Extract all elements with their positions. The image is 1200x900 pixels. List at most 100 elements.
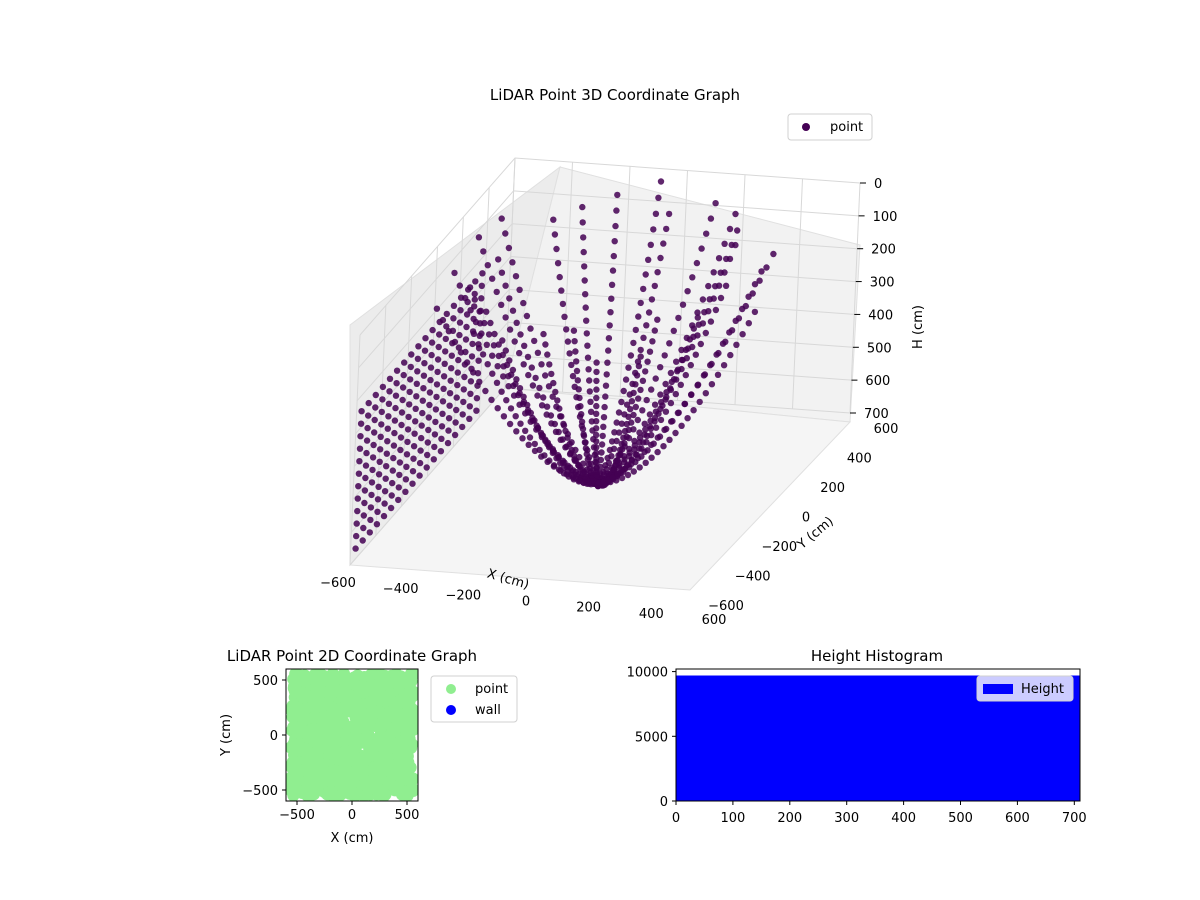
point-3d (547, 412, 555, 419)
point-3d (727, 351, 734, 359)
point-3d (637, 386, 644, 394)
point-3d (365, 399, 372, 407)
point-2d (287, 779, 299, 792)
point-3d (420, 372, 428, 379)
point-3d (692, 351, 699, 358)
point-3d (484, 361, 491, 368)
point-3d (717, 294, 725, 302)
point-2d (406, 772, 418, 785)
point-3d (650, 226, 657, 233)
point-3d (645, 256, 652, 263)
point-3d (697, 340, 704, 348)
point-3d (525, 441, 532, 448)
grid-line-y (427, 246, 438, 477)
point-3d (386, 375, 394, 382)
point-3d (454, 381, 461, 389)
point-3d (593, 359, 600, 366)
point-3d (578, 411, 585, 418)
point-2d (325, 701, 338, 714)
point-3d (416, 472, 423, 479)
point-3d (468, 365, 475, 372)
point-3d (555, 428, 562, 436)
point-3d (593, 418, 600, 425)
point-2d (379, 788, 392, 801)
point-3d (362, 474, 369, 482)
point-3d (456, 331, 463, 339)
point-2d (325, 678, 338, 691)
point-2d (350, 731, 363, 744)
point-3d (682, 346, 690, 353)
point-3d (587, 398, 594, 405)
point-3d (482, 387, 489, 395)
point-3d (627, 352, 635, 359)
point-3d (751, 281, 759, 288)
point-3d (500, 413, 508, 420)
x-tick-hist: 500 (948, 811, 973, 826)
point-3d (440, 373, 448, 380)
point-3d (564, 434, 571, 441)
point-3d (712, 306, 720, 314)
point-3d (493, 288, 500, 296)
point-3d (507, 405, 515, 412)
point-3d (722, 282, 730, 289)
point-3d (625, 426, 633, 434)
legend-2d-wall-label: wall (475, 703, 501, 718)
point-3d (642, 271, 649, 278)
point-3d (593, 455, 600, 462)
point-3d (593, 431, 600, 439)
point-3d (603, 371, 610, 378)
point-2d (307, 712, 320, 724)
point-3d (391, 417, 399, 424)
point-3d (364, 424, 371, 432)
point-3d (657, 254, 664, 262)
point-3d (534, 424, 542, 431)
point-3d (558, 287, 565, 294)
point-3d (646, 348, 654, 355)
point-3d (498, 388, 505, 395)
point-2d (407, 685, 418, 698)
point-3d (460, 386, 467, 393)
grid-line-h (351, 354, 852, 533)
point-3d (424, 439, 431, 446)
x-tick-hist: 600 (1005, 811, 1030, 826)
point-3d (623, 433, 630, 440)
point-3d (525, 371, 532, 379)
point-3d (409, 480, 416, 487)
point-3d (564, 338, 572, 345)
point-3d (449, 340, 456, 347)
point-2d (287, 682, 300, 695)
point-3d (436, 318, 443, 326)
point-3d (644, 358, 651, 365)
point-3d (484, 262, 491, 269)
point-3d (461, 361, 469, 368)
point-2d (298, 742, 311, 755)
point-3d (374, 496, 382, 503)
point-3d (509, 307, 517, 314)
point-3d (559, 436, 566, 443)
point-3d (670, 376, 678, 383)
point-3d (498, 301, 505, 308)
point-3d (714, 371, 722, 378)
point-3d (357, 420, 365, 427)
point-2d (311, 775, 324, 788)
point-3d (477, 320, 484, 327)
point-3d (493, 379, 501, 386)
point-3d (490, 342, 498, 349)
y-tick-hist: 5000 (635, 730, 668, 745)
point-3d (429, 326, 436, 334)
point-3d (702, 390, 709, 397)
point-3d (542, 437, 549, 445)
point-3d (551, 420, 558, 428)
point-3d (580, 234, 587, 241)
point-3d (708, 360, 715, 368)
point-3d (393, 367, 401, 374)
point-3d (642, 459, 649, 466)
points-2d (286, 669, 418, 801)
point-3d (608, 438, 616, 445)
point-3d (582, 304, 589, 311)
point-3d (371, 416, 378, 424)
point-3d (534, 349, 542, 356)
point-3d (625, 413, 632, 420)
point-3d (586, 377, 593, 384)
point-3d (369, 454, 377, 461)
